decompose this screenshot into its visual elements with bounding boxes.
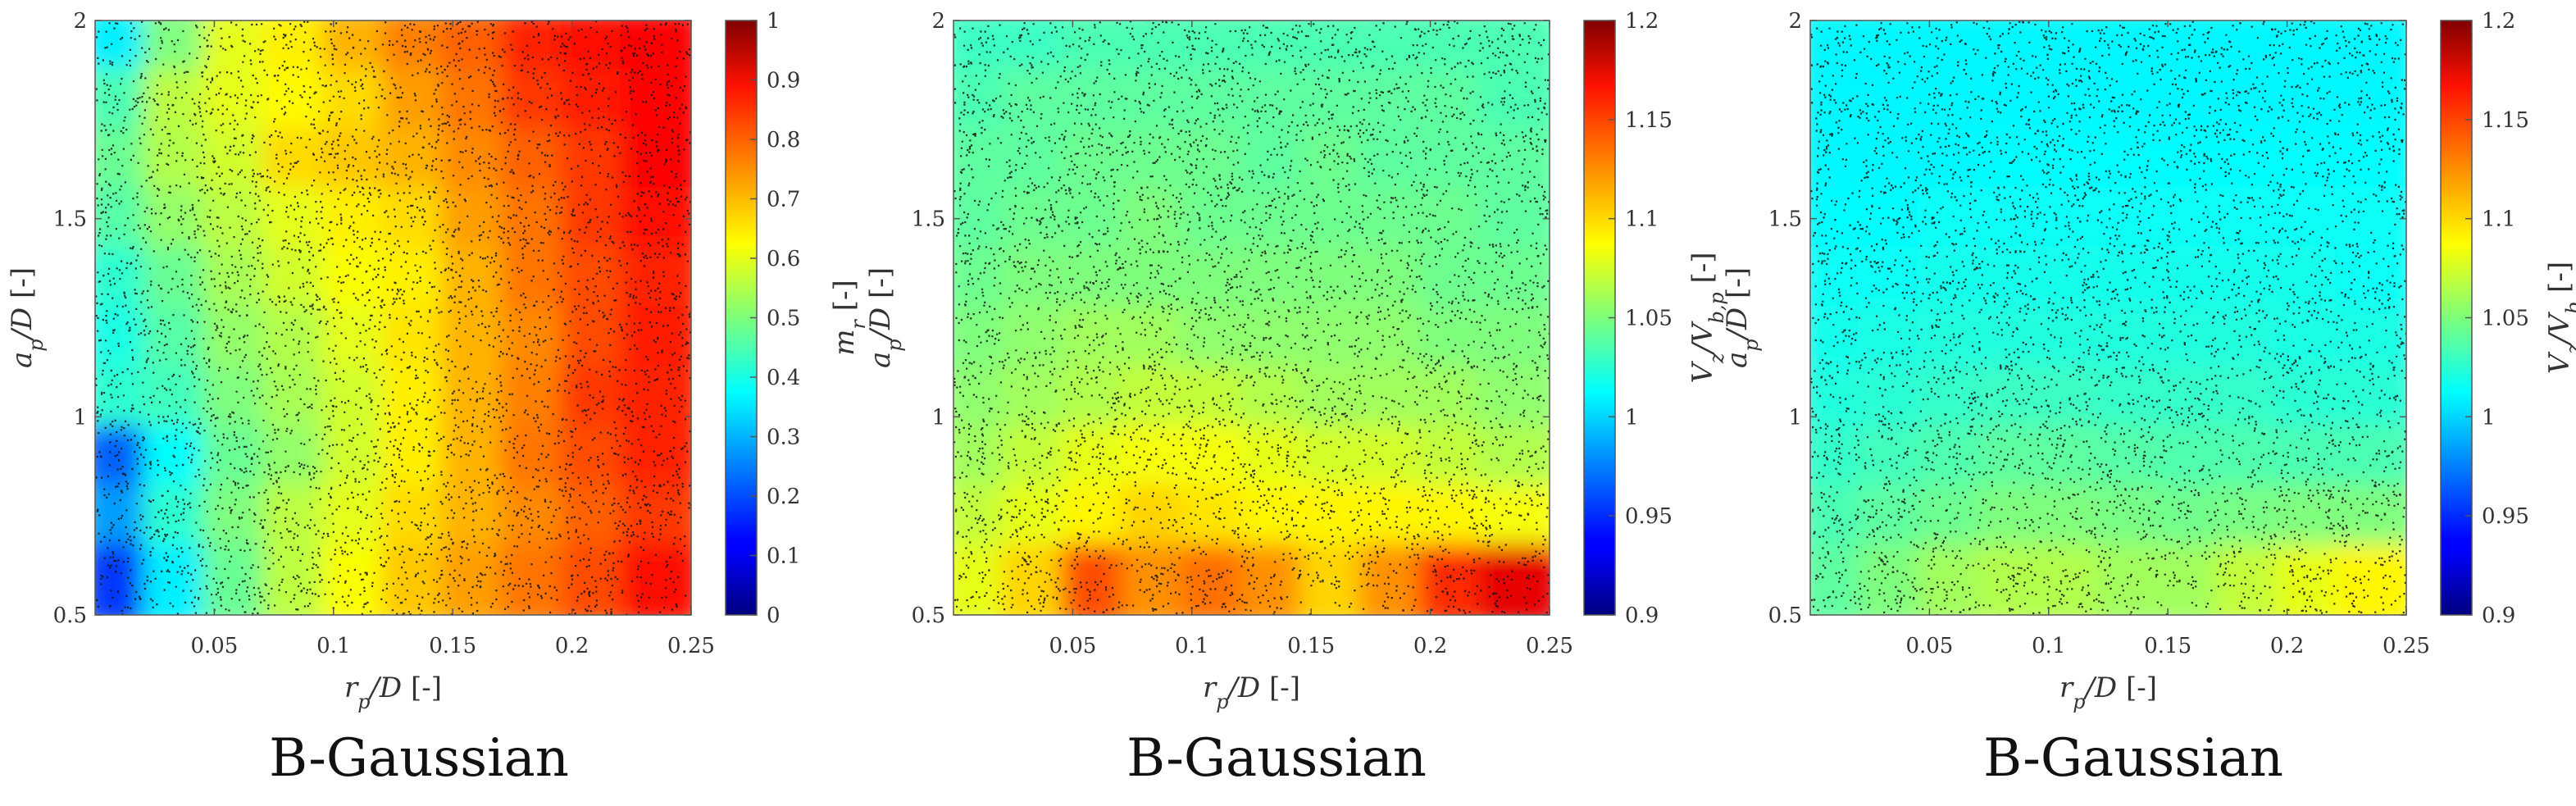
panel-1: 0.05 0.1 0.15 0.2 0.25 0.5 1 1.5 2 rp/D [-] ap/D [… <box>6 9 870 713</box>
x-tick-label: 0.05 <box>1905 634 1953 658</box>
x-axis-label: rp/D [-] <box>344 672 442 713</box>
colorbar-tick-label: 1.15 <box>1625 108 1673 133</box>
colorbar-tick-label: 0.8 <box>767 128 800 153</box>
x-axis-label: rp/D [-] <box>2059 672 2157 713</box>
colorbar-tick-label: 0.5 <box>767 307 800 331</box>
y-tick-label: 0.5 <box>1768 603 1802 628</box>
panel-1-caption: B-Gaussian <box>269 728 569 789</box>
x-tick-label: 0.25 <box>667 634 715 658</box>
x-tick-label: 0.25 <box>1526 634 1573 658</box>
colorbar-tick-label: 0.95 <box>2482 504 2529 529</box>
x-tick-label: 0.05 <box>1049 634 1096 658</box>
heatmap-cell <box>2335 544 2406 615</box>
colorbar-tick-label: 0 <box>767 603 781 628</box>
colorbar-tick-label: 1.2 <box>1625 9 1659 34</box>
heatmap-3 <box>1810 20 2406 615</box>
colorbar-tick-label: 0.95 <box>1625 504 1673 529</box>
colorbar-3: 0.9 0.95 1 1.05 1.1 1.15 1.2 Vz/Vb [-] <box>2440 9 2576 628</box>
y-tick-label: 2 <box>1788 9 1802 34</box>
colorbar-tick-label: 1 <box>1625 405 1639 430</box>
heatmap-cell <box>1478 544 1550 615</box>
y-axis-label: ap/D [-] <box>1721 267 1763 368</box>
panel-3: 0.05 0.1 0.15 0.2 0.25 0.5 1 1.5 2 rp/D [-] ap/D [… <box>1721 9 2576 713</box>
x-tick-label: 0.15 <box>429 634 476 658</box>
colorbar-tick-label: 0.7 <box>767 188 800 212</box>
axes-frame-3 <box>1809 20 2407 616</box>
x-tick-label: 0.1 <box>1175 634 1208 658</box>
colorbar-2: 0.9 0.95 1 1.05 1.1 1.15 1.2 Vz/Vb,p [-] <box>1583 9 1728 628</box>
colorbar-tick-label: 1.05 <box>2482 307 2529 331</box>
y-tick-label: 0.5 <box>912 603 945 628</box>
colorbar-tick-label: 1 <box>2482 405 2496 430</box>
x-tick-label: 0.25 <box>2383 634 2430 658</box>
y-tick-label: 0.5 <box>53 603 87 628</box>
x-tick-label: 0.2 <box>1413 634 1447 658</box>
colorbar-tick-label: 1.2 <box>2482 9 2515 34</box>
panel-3-caption: B-Gaussian <box>1983 728 2283 789</box>
y-tick-label: 1.5 <box>912 207 945 232</box>
colorbar-tick-label: 0.9 <box>767 69 800 93</box>
colorbar-label: mr [-] <box>828 280 870 355</box>
heatmap-1 <box>95 20 691 615</box>
x-tick-label: 0.05 <box>190 634 238 658</box>
colorbar-tick-label: 1.1 <box>2482 207 2515 232</box>
colorbar-tick-label: 1 <box>767 9 781 34</box>
x-tick-label: 0.2 <box>2270 634 2304 658</box>
colorbar-tick-label: 1.15 <box>2482 108 2529 133</box>
y-tick-label: 2 <box>73 9 87 34</box>
x-tick-label: 0.2 <box>555 634 589 658</box>
panel-2-caption: B-Gaussian <box>1126 728 1427 789</box>
y-tick-label: 1 <box>931 405 945 430</box>
x-axis-label: rp/D [-] <box>1203 672 1300 713</box>
heatmap-cell <box>620 544 691 615</box>
x-tick-label: 0.15 <box>1287 634 1335 658</box>
colorbar-tick-label: 1.05 <box>1625 307 1673 331</box>
colorbar-label: Vz/Vb [-] <box>2543 262 2576 374</box>
colorbar-tick-label: 0.1 <box>767 544 800 569</box>
x-tick-label: 0.15 <box>2144 634 2191 658</box>
colorbar-tick-label: 0.3 <box>767 426 800 450</box>
y-tick-label: 1 <box>1788 405 1802 430</box>
axes-frame-1 <box>94 20 692 616</box>
y-tick-label: 1.5 <box>1768 207 1802 232</box>
y-tick-label: 1.5 <box>53 207 87 232</box>
colorbar-tick-label: 0.9 <box>1625 603 1659 628</box>
y-axis-label: ap/D [-] <box>6 267 48 368</box>
colorbar-tick-label: 0.6 <box>767 247 800 271</box>
y-tick-label: 1 <box>73 405 87 430</box>
colorbar-tick-label: 0.2 <box>767 485 800 509</box>
y-tick-label: 2 <box>931 9 945 34</box>
colorbar-1: 0 0.1 0.2 0.3 0.4 0.5 0.6 0.7 0.8 0.9 1 mr [-] <box>725 9 870 628</box>
x-tick-label: 0.1 <box>316 634 350 658</box>
colorbar-tick-label: 1.1 <box>1625 207 1659 232</box>
colorbar-label: Vz/Vb,p [-] <box>1686 253 1728 384</box>
heatmap-2 <box>953 20 1550 615</box>
y-axis-label: ap/D [-] <box>864 267 906 368</box>
x-tick-label: 0.1 <box>2032 634 2065 658</box>
panel-2: 0.05 0.1 0.15 0.2 0.25 0.5 1 1.5 2 rp/D [-] ap/D [… <box>864 9 1728 713</box>
colorbar-tick-label: 0.4 <box>767 366 800 390</box>
axes-frame-2 <box>953 20 1550 616</box>
colorbar-tick-label: 0.9 <box>2482 603 2515 628</box>
